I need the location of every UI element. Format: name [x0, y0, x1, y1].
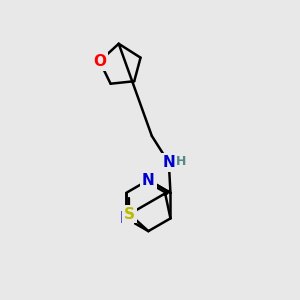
Text: S: S — [124, 207, 135, 222]
Text: N: N — [163, 155, 175, 170]
Text: O: O — [93, 54, 106, 69]
Text: N: N — [142, 172, 155, 188]
Text: H: H — [176, 154, 186, 168]
Text: N: N — [120, 211, 133, 226]
